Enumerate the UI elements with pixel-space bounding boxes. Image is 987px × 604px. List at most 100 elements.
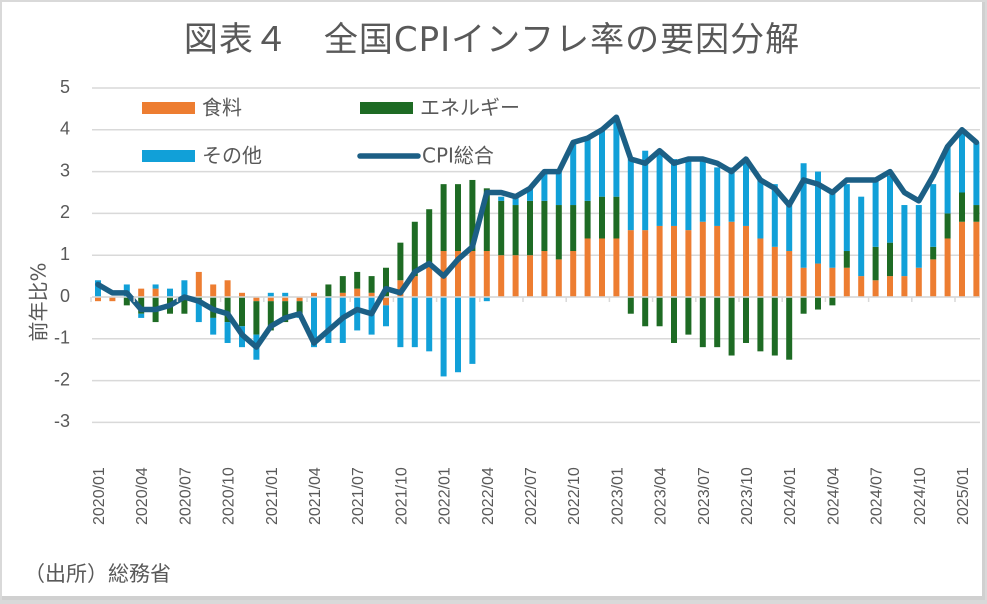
- bar-segment-food: [311, 292, 317, 297]
- x-tick-label: 2023/04: [653, 467, 670, 525]
- bar-segment-other: [383, 305, 389, 327]
- bar-segment-other: [354, 297, 361, 331]
- source-note: （出所）総務省: [24, 562, 171, 586]
- bar-segment-energy: [656, 297, 663, 327]
- y-tick-label: -2: [54, 369, 70, 389]
- bar-segment-other: [282, 292, 289, 297]
- bar-segment-energy: [282, 301, 289, 323]
- bar-segment-energy: [570, 205, 577, 252]
- bar-segment-energy: [872, 246, 879, 281]
- y-tick-label: 1: [60, 244, 70, 264]
- x-tick-label: 2023/10: [739, 467, 756, 525]
- bar-segment-other: [656, 150, 663, 226]
- bar-segment-energy: [699, 297, 706, 348]
- y-tick-label: 5: [60, 77, 70, 97]
- bar-segment-energy: [685, 297, 692, 335]
- y-tick-label: 0: [60, 286, 70, 306]
- bars: [95, 121, 980, 377]
- bar-segment-food: [944, 238, 951, 297]
- bar-segment-other: [469, 297, 476, 364]
- bar-segment-food: [95, 297, 101, 302]
- x-tick-label: 2022/10: [566, 467, 583, 525]
- bar-segment-food: [138, 288, 145, 297]
- bar-segment-food: [383, 297, 389, 306]
- bar-segment-food: [469, 251, 476, 297]
- legend-label: その他: [202, 144, 262, 168]
- bar-segment-other: [887, 175, 893, 243]
- bar-segment-other: [728, 167, 735, 222]
- x-tick-label: 2021/04: [307, 467, 324, 525]
- y-tick-label: 2: [60, 202, 70, 222]
- x-tick-label: 2021/10: [393, 467, 410, 525]
- bar-segment-energy: [541, 200, 548, 252]
- bar-segment-other: [584, 138, 591, 201]
- bar-segment-food: [339, 292, 346, 297]
- bar-segment-food: [599, 238, 605, 297]
- x-tick-label: 2020/10: [221, 467, 238, 525]
- bar-segment-energy: [527, 200, 533, 256]
- bar-segment-energy: [253, 301, 260, 335]
- x-tick-label: 2020/01: [91, 467, 108, 525]
- bar-segment-other: [671, 159, 677, 226]
- bar-segment-food: [800, 267, 807, 297]
- bar-segment-food: [887, 276, 893, 297]
- bar-segment-food: [858, 276, 865, 297]
- bar-segment-other: [944, 146, 951, 214]
- x-tick-label: 2022/07: [523, 467, 540, 525]
- legend-swatch: [360, 102, 413, 114]
- bar-segment-other: [138, 313, 145, 318]
- bar-segment-other: [872, 179, 879, 247]
- bar-segment-food: [426, 263, 433, 297]
- bar-segment-other: [973, 142, 980, 206]
- bar-segment-food: [253, 297, 260, 302]
- bar-segment-other: [714, 167, 721, 226]
- bar-segment-food: [757, 238, 764, 297]
- bar-segment-other: [555, 171, 562, 206]
- bar-segment-energy: [123, 297, 130, 306]
- bar-segment-energy: [383, 267, 389, 297]
- bar-segment-other: [541, 171, 548, 201]
- x-tick-label: 2021/01: [264, 467, 281, 525]
- x-tick-label: 2024/04: [825, 467, 842, 525]
- bar-segment-other: [440, 297, 447, 377]
- bar-segment-energy: [829, 297, 836, 306]
- bar-segment-other: [771, 184, 778, 247]
- bar-segment-food: [570, 251, 577, 297]
- bar-segment-other: [800, 163, 807, 268]
- bar-segment-energy: [771, 297, 778, 356]
- bar-segment-energy: [613, 196, 620, 239]
- bar-segment-other: [397, 297, 404, 348]
- bar-segment-energy: [671, 297, 677, 343]
- bar-segment-food: [555, 259, 562, 297]
- bar-segment-food: [498, 255, 505, 297]
- legend-swatch: [142, 150, 195, 162]
- x-tick-label: 2020/04: [134, 467, 151, 525]
- legend-swatch: [142, 102, 195, 114]
- bar-segment-other: [527, 188, 533, 201]
- bar-segment-food: [455, 251, 461, 297]
- bar-segment-other: [685, 159, 692, 231]
- bar-segment-energy: [887, 242, 893, 277]
- bar-segment-food: [786, 251, 793, 297]
- bar-segment-energy: [757, 297, 764, 352]
- bar-segment-food: [930, 259, 937, 297]
- y-tick-label: -1: [54, 328, 70, 348]
- bar-segment-energy: [959, 192, 965, 222]
- x-tick-label: 2021/07: [350, 467, 367, 525]
- bar-segment-other: [930, 184, 937, 247]
- x-tick-label: 2024/07: [869, 467, 886, 525]
- bar-segment-energy: [743, 297, 749, 343]
- bar-segment-food: [671, 225, 677, 297]
- chart-title: 図表４ 全国CPIインフレ率の要因分解: [183, 20, 801, 60]
- bar-segment-other: [311, 297, 317, 348]
- bar-segment-energy: [181, 297, 188, 314]
- bar-segment-other: [95, 280, 101, 297]
- bar-segment-food: [195, 271, 202, 297]
- bar-segment-energy: [512, 205, 519, 256]
- bar-segment-food: [915, 267, 922, 297]
- bar-segment-other: [498, 196, 505, 201]
- bar-segment-food: [901, 276, 908, 297]
- bar-segment-food: [411, 276, 418, 297]
